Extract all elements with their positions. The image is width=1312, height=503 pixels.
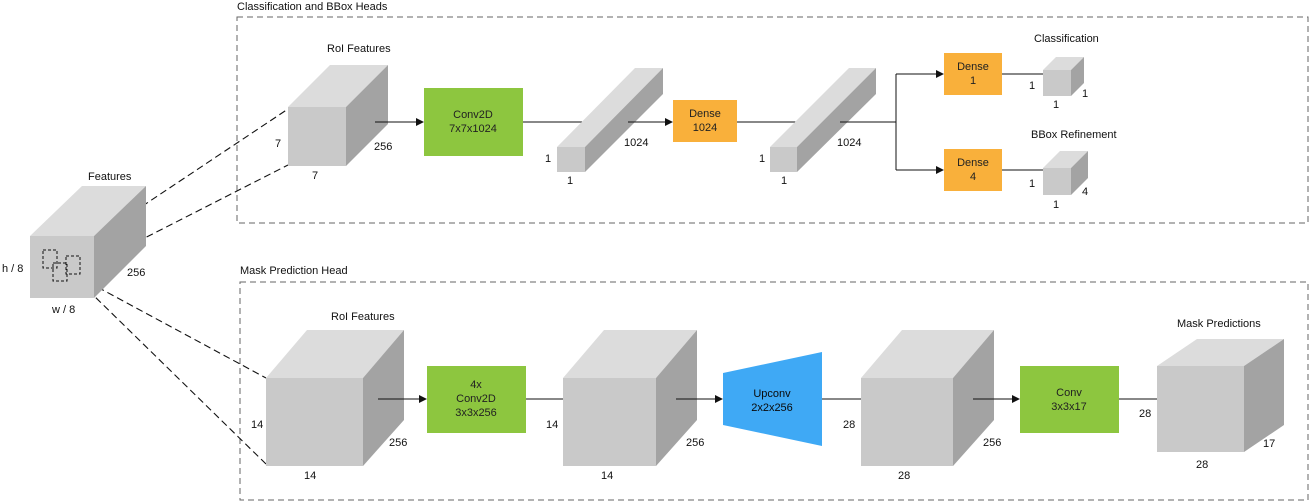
dense-1024-box [673,100,737,142]
cls-section-frame [236,16,1309,224]
mask-mid-width: 14 [601,470,613,482]
features-cube-top [30,186,146,236]
cls-conv-label-1: Conv2D [453,109,493,121]
cls-dense-box [944,53,1002,95]
cls-conv-box [424,88,523,156]
dense-1024-label-2: 1024 [693,122,717,134]
dense-1024-label-1: Dense [689,108,721,120]
cls-fc1-depth: 1024 [624,137,648,149]
mask-mid-height: 14 [546,419,558,431]
mask-roi-width: 14 [304,470,316,482]
bbox-dense-label-1: Dense [957,157,989,169]
mask-conv-label-1: 4x [470,379,482,391]
cls-fc2-depth: 1024 [837,137,861,149]
cls-fc1-bar [557,68,663,172]
bbox-out-depth: 4 [1082,186,1088,198]
features-cube-front [30,236,94,298]
cls-roi-height: 7 [275,138,281,150]
features-cube-side [94,186,146,298]
roi-window-2 [52,262,68,282]
mask-up-width: 28 [898,470,910,482]
roi-projection-lines [77,108,289,465]
cls-roi-width: 7 [312,170,318,182]
mask-mid-cube [563,330,697,466]
mask-roi-height: 14 [251,419,263,431]
final-conv-label-1: Conv [1056,387,1082,399]
mask-pred-height: 28 [1139,408,1151,420]
cls-dense-label-1: Dense [957,61,989,73]
mask-roi-cube [266,330,404,466]
upconv-trapezoid [723,352,822,446]
cls-section-title: Classification and BBox Heads [237,1,388,13]
cls-out-width: 1 [1053,99,1059,111]
mask-pred-title: Mask Predictions [1177,318,1261,330]
features-depth-label: 256 [127,267,145,279]
roi-window-1 [42,249,58,269]
cls-output-cube [1043,57,1084,96]
mask-pred-cube [1157,339,1284,452]
features-cube [30,186,146,298]
bbox-refinement-title: BBox Refinement [1031,129,1117,141]
cls-fc1-height: 1 [545,153,551,165]
bbox-dense-box [944,149,1002,191]
mask-up-depth: 256 [983,437,1001,449]
mask-roi-title: RoI Features [331,311,395,323]
cls-branch-lines [840,74,897,170]
bbox-out-width: 1 [1053,199,1059,211]
features-height-label: h / 8 [2,263,23,275]
bbox-dense-label-2: 4 [970,171,976,183]
mask-conv-label-2: Conv2D [456,393,496,405]
cls-out-depth: 1 [1082,88,1088,100]
upconv-label-2: 2x2x256 [751,402,793,414]
bbox-output-cube [1043,151,1088,195]
cls-dense-label-2: 1 [970,75,976,87]
features-width-label: w / 8 [51,304,75,316]
cls-fc1-width: 1 [567,175,573,187]
final-conv-label-2: 3x3x17 [1051,401,1086,413]
cls-fc2-bar [770,68,876,172]
features-title: Features [88,171,132,183]
bbox-out-height: 1 [1029,178,1035,190]
cls-out-height: 1 [1029,80,1035,92]
upconv-label-1: Upconv [753,388,791,400]
cls-roi-depth: 256 [374,141,392,153]
mask-section-title: Mask Prediction Head [240,265,348,277]
roi-window-3 [65,255,81,275]
mask-pred-depth: 17 [1263,438,1275,450]
cls-fc2-width: 1 [781,175,787,187]
cls-roi-cube [288,65,388,166]
mask-roi-depth: 256 [389,437,407,449]
cls-roi-title: RoI Features [327,43,391,55]
mask-section-frame [239,281,1309,501]
mask-conv-label-3: 3x3x256 [455,407,497,419]
mask-up-cube [861,330,994,466]
cls-conv-label-2: 7x7x1024 [449,123,497,135]
mask-pred-width: 28 [1196,459,1208,471]
mask-conv-box [427,366,526,433]
mask-mid-depth: 256 [686,437,704,449]
cls-fc2-height: 1 [759,153,765,165]
final-conv-box [1020,366,1119,433]
classification-title: Classification [1034,33,1099,45]
mask-up-height: 28 [843,419,855,431]
